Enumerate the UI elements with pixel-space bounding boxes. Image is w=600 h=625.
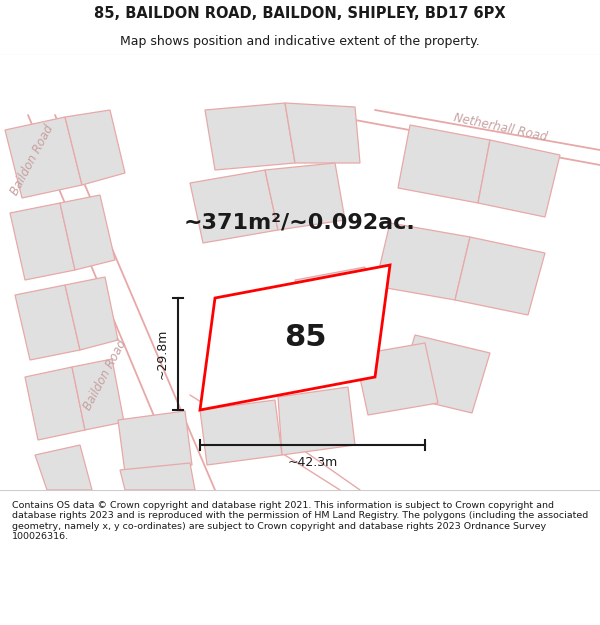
Text: Netherhall Road: Netherhall Road: [452, 111, 548, 143]
Polygon shape: [60, 195, 115, 270]
Text: Baildon Road: Baildon Road: [81, 338, 129, 412]
Text: Baildon Road: Baildon Road: [8, 122, 56, 198]
Polygon shape: [397, 335, 490, 413]
Text: ~29.8m: ~29.8m: [155, 329, 169, 379]
Polygon shape: [355, 343, 438, 415]
Polygon shape: [265, 163, 345, 230]
Polygon shape: [10, 203, 75, 280]
Polygon shape: [285, 103, 360, 163]
Polygon shape: [25, 367, 85, 440]
Text: ~42.3m: ~42.3m: [287, 456, 338, 469]
Text: Contains OS data © Crown copyright and database right 2021. This information is : Contains OS data © Crown copyright and d…: [12, 501, 588, 541]
Polygon shape: [478, 140, 560, 217]
Polygon shape: [118, 411, 192, 473]
Polygon shape: [200, 265, 390, 410]
Polygon shape: [65, 110, 125, 185]
Polygon shape: [455, 237, 545, 315]
Polygon shape: [5, 117, 82, 198]
Polygon shape: [35, 445, 92, 490]
Polygon shape: [295, 267, 378, 338]
Polygon shape: [72, 359, 124, 430]
Polygon shape: [398, 125, 490, 203]
Polygon shape: [278, 387, 355, 455]
Polygon shape: [190, 170, 278, 243]
Text: ~371m²/~0.092ac.: ~371m²/~0.092ac.: [184, 213, 416, 233]
Polygon shape: [200, 400, 282, 465]
Polygon shape: [15, 285, 80, 360]
Polygon shape: [65, 277, 118, 350]
Text: 85, BAILDON ROAD, BAILDON, SHIPLEY, BD17 6PX: 85, BAILDON ROAD, BAILDON, SHIPLEY, BD17…: [94, 6, 506, 21]
Text: 85: 85: [284, 323, 326, 352]
Text: Map shows position and indicative extent of the property.: Map shows position and indicative extent…: [120, 35, 480, 48]
Polygon shape: [205, 103, 295, 170]
Polygon shape: [375, 223, 470, 300]
Polygon shape: [120, 463, 195, 490]
